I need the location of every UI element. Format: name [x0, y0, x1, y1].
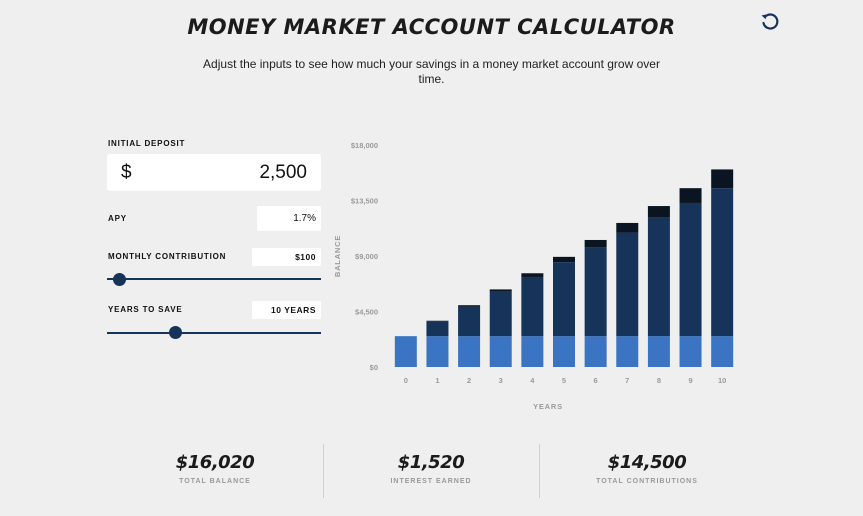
bar-segment-interest: [711, 169, 734, 189]
bar-segment-contribution: [679, 202, 702, 337]
x-tick-label: 1: [435, 376, 439, 385]
total-contributions-label: TOTAL CONTRIBUTIONS: [596, 478, 698, 485]
apy-value: 1.7%: [293, 213, 316, 224]
apy-input[interactable]: 1.7%: [257, 206, 321, 231]
bar-segment-interest: [616, 222, 639, 233]
interest-earned-stat: $1,520 INTEREST EARNED: [331, 452, 531, 485]
bar-segment-contribution: [489, 291, 512, 337]
bar-segment-deposit: [426, 336, 449, 367]
years-to-save-label: YEARS TO SAVE: [108, 305, 183, 314]
bar-segment-deposit: [553, 336, 575, 367]
x-tick-label: 6: [594, 376, 598, 385]
bar-segment-contribution: [647, 217, 670, 337]
bar-segment-interest: [647, 206, 670, 218]
total-balance-value: $16,020: [175, 452, 255, 473]
bar-segment-contribution: [584, 247, 607, 337]
initial-deposit-label: INITIAL DEPOSIT: [108, 139, 186, 148]
monthly-contribution-input[interactable]: $100: [252, 248, 321, 266]
interest-earned-label: INTEREST EARNED: [390, 478, 472, 485]
years-to-save-value: 10 YEARS: [271, 305, 316, 315]
bar-segment-contribution: [426, 321, 449, 337]
interest-earned-value: $1,520: [397, 452, 465, 473]
bar-segment-interest: [426, 320, 449, 322]
bar-segment-interest: [679, 188, 702, 203]
total-balance-label: TOTAL BALANCE: [179, 478, 251, 485]
bar-segment-deposit: [521, 336, 544, 367]
bar-segment-contribution: [458, 306, 481, 337]
x-tick-label: 0: [404, 376, 408, 385]
x-tick-label: 5: [562, 376, 566, 385]
bar-segment-interest: [521, 273, 544, 277]
apy-label: APY: [108, 214, 127, 223]
bar-segment-deposit: [647, 336, 670, 367]
bar-segment-interest: [584, 239, 607, 248]
currency-symbol: $: [121, 161, 132, 183]
bar-segment-interest: [458, 305, 481, 307]
balance-chart: $0 $4,500 $9,000 $13,500 $18,000 BALANCE 0 1 2 3 4…: [333, 141, 734, 411]
total-balance-stat: $16,020 TOTAL BALANCE: [115, 452, 315, 485]
initial-deposit-value: 2,500: [259, 161, 307, 183]
bar-segment-deposit: [584, 336, 607, 367]
bar-segment-contribution: [521, 276, 544, 337]
y-tick-label: $18,000: [351, 141, 378, 150]
total-contributions-stat: $14,500 TOTAL CONTRIBUTIONS: [547, 452, 747, 485]
monthly-contribution-label: MONTHLY CONTRIBUTION: [108, 252, 227, 261]
x-tick-label: 8: [657, 376, 661, 385]
monthly-contribution-slider-thumb[interactable]: [113, 273, 127, 286]
y-tick-label: $0: [370, 363, 378, 372]
page-title: MONEY MARKET ACCOUNT CALCULATOR: [187, 15, 676, 39]
bar-segment-deposit: [394, 336, 417, 367]
x-tick-label: 7: [625, 376, 629, 385]
bar-segment-deposit: [711, 336, 734, 367]
bar-segment-deposit: [679, 336, 702, 367]
x-tick-label: 2: [467, 376, 471, 385]
bar-segment-contribution: [616, 232, 639, 337]
x-tick-label: 3: [499, 376, 503, 385]
years-to-save-input[interactable]: 10 YEARS: [252, 301, 321, 319]
bar-segment-interest: [553, 256, 575, 263]
years-to-save-slider[interactable]: [107, 332, 321, 334]
x-tick-label: 4: [530, 376, 535, 385]
bar-segment-contribution: [553, 262, 575, 337]
bar-segment-deposit: [489, 336, 512, 367]
x-tick-label: 9: [688, 376, 692, 385]
bar-segment-deposit: [458, 336, 481, 367]
total-contributions-value: $14,500: [607, 452, 687, 473]
x-tick-label: 10: [718, 376, 726, 385]
y-tick-label: $4,500: [355, 308, 378, 317]
page-subtitle: Adjust the inputs to see how much your s…: [203, 57, 660, 86]
bar-segment-interest: [489, 289, 512, 292]
summary-divider: [539, 444, 540, 498]
y-tick-label: $9,000: [355, 252, 378, 261]
reset-icon: [761, 13, 779, 30]
monthly-contribution-value: $100: [295, 252, 316, 262]
bar-segment-contribution: [711, 188, 734, 337]
x-axis-label: YEARS: [533, 402, 563, 411]
bar-segment-deposit: [616, 336, 639, 367]
summary-divider: [323, 444, 324, 498]
reset-button[interactable]: [758, 11, 782, 33]
initial-deposit-input[interactable]: $ 2,500: [107, 154, 321, 191]
y-axis-label: BALANCE: [333, 235, 342, 277]
monthly-contribution-slider[interactable]: [107, 278, 321, 280]
y-tick-label: $13,500: [351, 197, 378, 206]
years-to-save-slider-thumb[interactable]: [168, 326, 182, 339]
